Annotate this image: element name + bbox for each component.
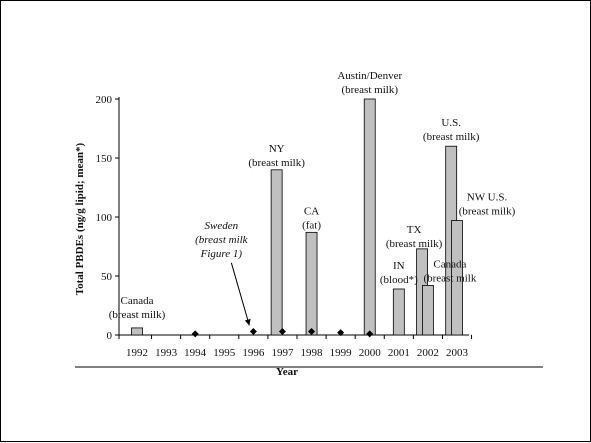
annotation-line: (breast milk) [423,131,480,143]
bar [422,285,434,336]
x-axis-label: Year [276,366,298,378]
annotation-nw-us: NW U.S. (breast milk) [459,192,516,218]
annotation-austin-denver: Austin/Denver (breast milk) [337,70,402,96]
data-point [366,330,374,338]
bar [392,288,405,336]
x-tick-label: 1998 [301,347,324,359]
data-point [278,327,286,335]
annotation-line: Austin/Denver [337,70,402,82]
x-tick-label: 2001 [388,347,410,359]
annotation-line: (breast milk [423,272,476,284]
annotation-line: (fat) [302,219,321,231]
y-axis-label: Total PBDEs (ng/g lipid; mean*) [74,142,86,295]
annotation-us: U.S. (breast milk) [423,117,480,143]
annotation-line: NY [269,143,285,155]
x-tick-label: 1996 [242,347,265,359]
y-tick-label: 100 [96,212,113,224]
y-tick-label: 50 [101,271,113,283]
annotation-canada-2002: Canada (breast milk [423,258,476,284]
data-point [308,327,316,335]
annotation-line: IN [393,260,405,272]
annotation-line: (breast milk [195,234,249,246]
annotation-line: CA [304,205,319,217]
x-tick-label: 1995 [213,347,236,359]
annotation-line: TX [407,224,422,236]
x-tick-label: 1992 [126,347,148,359]
annotation-line: (blood*) [380,274,418,286]
annotation-tx: TX (breast milk) [386,224,443,250]
x-tick-label: 2002 [417,347,439,359]
bar [363,98,376,336]
annotation-line: Canada [121,295,154,307]
x-tick-label: 1999 [330,347,353,359]
annotation-in: IN (blood*) [380,260,418,286]
y-tick-label: 150 [96,153,113,165]
annotation-sweden: Sweden (breast milk Figure 1) [195,220,249,260]
data-point [337,329,345,337]
x-tick-label: 1993 [155,347,178,359]
bar [451,220,463,336]
annotation-line: NW U.S. [467,192,508,204]
annotation-line: Figure 1) [200,248,243,260]
annotation-line: U.S. [441,117,461,129]
y-tick-label: 200 [96,94,113,106]
data-point [249,327,257,335]
x-tick-label: 1997 [271,347,294,359]
annotation-ny: NY (breast milk) [248,143,305,169]
annotation-line: (breast milk) [248,157,305,169]
annotation-ca: CA (fat) [302,205,321,231]
annotation-line: (breast milk) [386,238,443,250]
x-tick-label: 2000 [359,347,382,359]
annotation-line: Canada [433,258,466,270]
annotation-canada-1992: Canada (breast milk) [109,295,166,321]
x-tick-label: 2003 [446,347,469,359]
bar [305,231,318,336]
y-tick-label: 0 [107,330,113,342]
annotation-line: (breast milk) [341,84,398,96]
x-tick-label: 1994 [184,347,207,359]
annotation-line: (breast milk) [109,309,166,321]
annotation-line: (breast milk) [459,206,516,218]
bar [270,169,283,336]
sweden-arrow [230,262,250,326]
bar [131,327,143,336]
data-point [191,330,199,338]
annotation-line: Sweden [205,220,239,232]
sweden-arrow-head [244,318,251,326]
